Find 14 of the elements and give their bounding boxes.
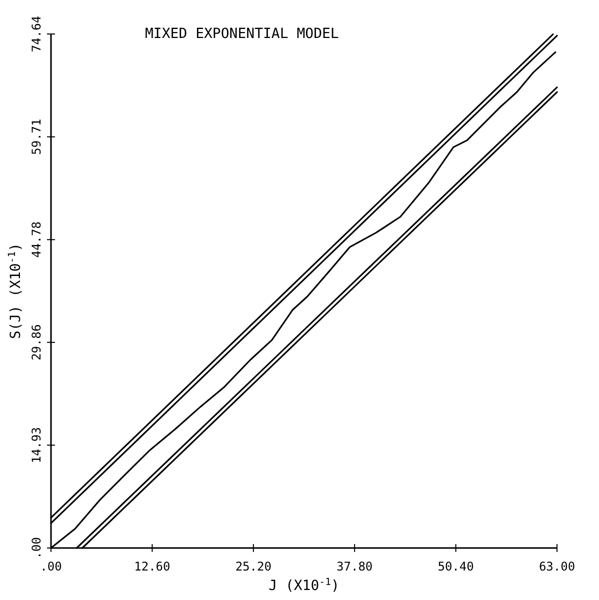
y-tick-label: 59.71 [29, 118, 44, 155]
y-tick-label: 29.86 [29, 324, 44, 360]
y-tick-label: 14.93 [29, 427, 44, 464]
x-tick-label: 37.80 [336, 560, 373, 574]
chart-title: MIXED EXPONENTIAL MODEL [145, 26, 339, 42]
y-tick-label: 44.78 [29, 222, 44, 258]
x-tick-label: 50.40 [438, 560, 474, 574]
x-tick-label: .00 [40, 560, 62, 574]
x-tick-label: 25.20 [235, 560, 272, 574]
x-tick-label: 63.00 [538, 560, 576, 574]
y-tick-label: .00 [29, 537, 44, 559]
y-tick-label: 74.64 [29, 16, 44, 52]
x-tick-label: 12.60 [134, 560, 170, 574]
x-axis-title: J (X10$^{-1}$) [268, 576, 340, 594]
